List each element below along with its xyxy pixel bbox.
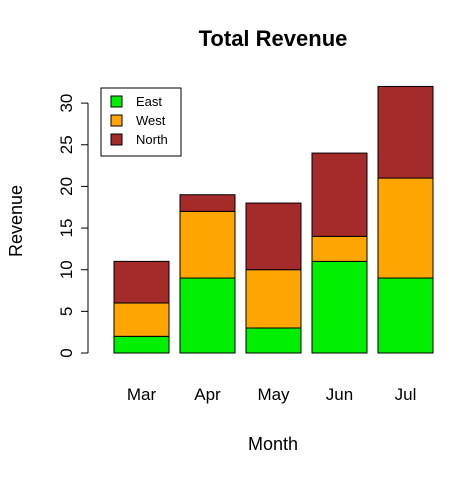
y-tick-label: 15 — [57, 219, 76, 238]
bar-segment-north-mar — [113, 260, 170, 304]
x-tick-label-apr: Apr — [194, 385, 221, 404]
y-axis: 0 5 10 15 20 25 30 — [57, 94, 89, 358]
y-tick-label: 25 — [57, 135, 76, 154]
y-axis-title: Revenue — [6, 185, 26, 257]
y-tick-label: 10 — [57, 260, 76, 279]
bar-segment-east-jun — [311, 260, 368, 354]
bar-segment-west-jul — [377, 177, 434, 279]
legend-swatch-west — [110, 114, 123, 127]
y-tick-label: 5 — [57, 307, 76, 316]
x-axis-labels: Mar Apr May Jun Jul — [127, 385, 417, 404]
legend-label-east: East — [136, 94, 162, 109]
bar-segment-east-mar — [113, 335, 170, 354]
legend-swatch-north — [110, 133, 123, 146]
bar-segment-east-apr — [179, 277, 236, 354]
bar-segment-north-jun — [311, 152, 368, 237]
y-tick-label: 0 — [57, 348, 76, 357]
legend-swatch-east — [110, 95, 123, 108]
x-tick-label-jun: Jun — [326, 385, 353, 404]
bar-segment-north-jul — [377, 85, 434, 179]
legend: East West North — [100, 87, 182, 157]
bar-segment-east-jul — [377, 277, 434, 354]
y-tick-label: 30 — [57, 94, 76, 113]
x-tick-label-may: May — [257, 385, 290, 404]
bar-segment-north-apr — [179, 194, 236, 212]
x-tick-label-mar: Mar — [127, 385, 157, 404]
y-tick-label: 20 — [57, 177, 76, 196]
bar-segment-west-may — [245, 269, 302, 329]
bar-segment-west-apr — [179, 210, 236, 279]
chart-title: Total Revenue — [199, 26, 348, 51]
bar-segment-west-jun — [311, 235, 368, 262]
bar-segment-north-may — [245, 202, 302, 271]
legend-label-north: North — [136, 132, 168, 147]
bar-segment-west-mar — [113, 302, 170, 337]
x-tick-label-jul: Jul — [395, 385, 417, 404]
bar-segment-east-may — [245, 327, 302, 354]
bars-group — [113, 85, 434, 354]
legend-label-west: West — [136, 113, 166, 128]
x-axis-title: Month — [248, 434, 298, 454]
